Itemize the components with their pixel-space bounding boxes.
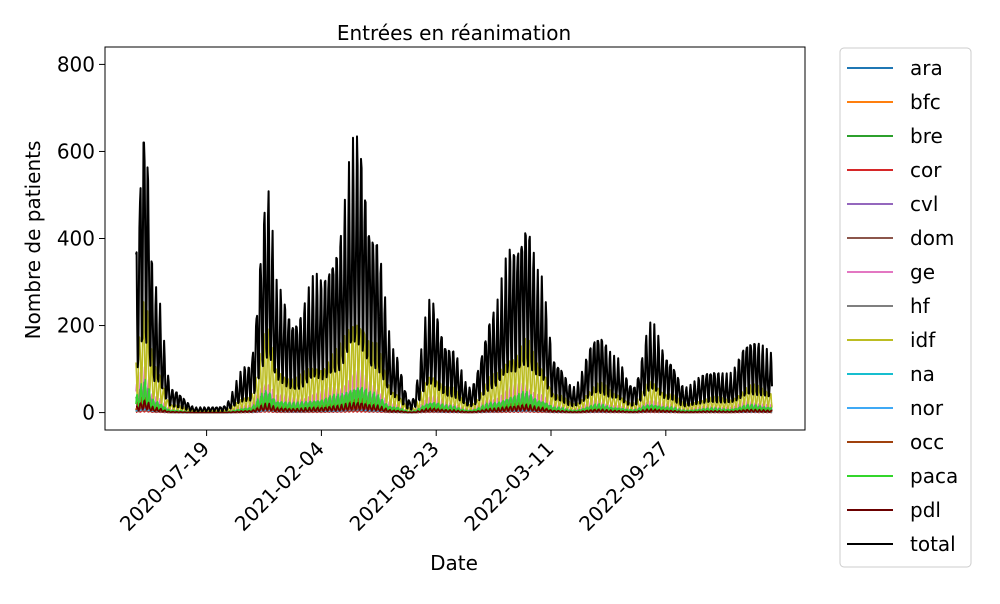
legend-label-hf: hf	[910, 294, 931, 318]
legend-label-ara: ara	[910, 56, 943, 80]
legend: ara bfc bre cor cvl dom ge hf idf na nor occ paca pdl…	[839, 47, 972, 568]
x-axis: 2020-07-19 2021-02-04 2021-08-23 2022-03-11…	[115, 430, 673, 536]
legend-label-occ: occ	[910, 430, 944, 454]
legend-frame	[839, 47, 972, 568]
legend-items: ara bfc bre cor cvl dom ge hf idf na nor occ paca pdl…	[847, 56, 958, 556]
x-tick-label: 2020-07-19	[115, 437, 214, 536]
plot-area	[104, 46, 806, 431]
y-axis: 0 200 400 600 800	[57, 52, 105, 425]
legend-label-cor: cor	[910, 158, 942, 182]
y-tick-label: 400	[57, 227, 95, 251]
x-tick-label: 2022-09-27	[574, 437, 673, 536]
y-tick-label: 200	[57, 314, 95, 338]
series-line-pdl	[135, 399, 773, 414]
x-tick-label: 2021-08-23	[345, 437, 444, 536]
x-tick-label: 2022-03-11	[459, 437, 558, 536]
legend-label-na: na	[910, 362, 935, 386]
legend-label-paca: paca	[910, 464, 958, 488]
x-tick-label: 2021-02-04	[230, 437, 329, 536]
series-layer	[135, 135, 773, 414]
legend-label-pdl: pdl	[910, 498, 941, 522]
chart-title: Entrées en réanimation	[337, 21, 571, 45]
y-axis-label: Nombre de patients	[21, 141, 45, 340]
x-axis-label: Date	[430, 551, 478, 575]
legend-label-bre: bre	[910, 124, 943, 148]
y-tick-label: 800	[57, 52, 95, 76]
y-tick-label: 0	[82, 401, 95, 425]
legend-label-nor: nor	[910, 396, 944, 420]
legend-label-idf: idf	[910, 328, 936, 352]
y-tick-label: 600	[57, 139, 95, 163]
legend-label-ge: ge	[910, 260, 935, 284]
legend-label-bfc: bfc	[910, 90, 941, 114]
legend-label-cvl: cvl	[910, 192, 938, 216]
series-line-total	[135, 135, 773, 413]
legend-label-total: total	[910, 532, 956, 556]
legend-label-dom: dom	[910, 226, 954, 250]
